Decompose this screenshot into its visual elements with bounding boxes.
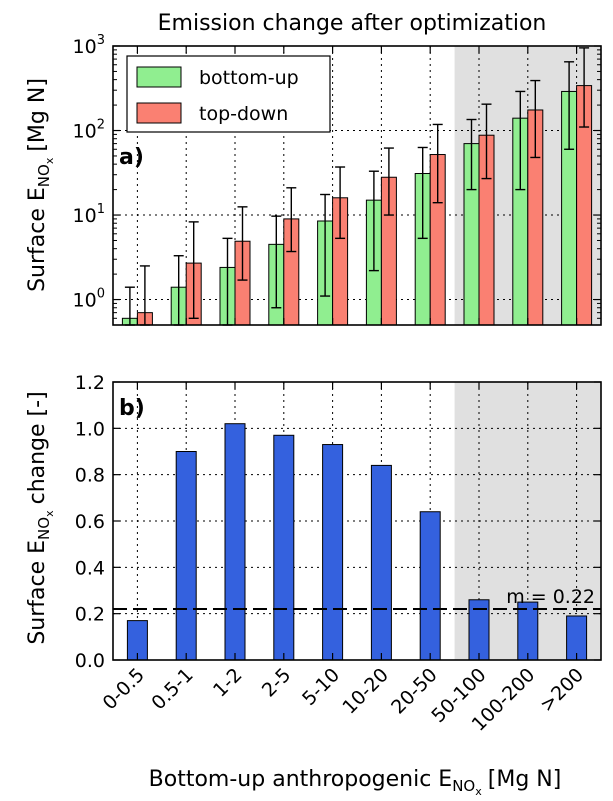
- panel-a-ytick-label-0: 100: [73, 287, 105, 312]
- chart-title: Emission change after optimization: [158, 11, 547, 36]
- panel-a-label: a): [119, 145, 144, 170]
- x-axis-label: Bottom-up anthropogenic ENOx [Mg N]: [149, 767, 562, 798]
- panel-b-ytick-label-1: 0.2: [75, 604, 105, 626]
- panel-a: 100 101 102 103 a) bottom-up top-down Surfa…: [25, 33, 602, 326]
- legend-label-bottom-up: bottom-up: [199, 67, 299, 89]
- bar-change-1-2: [224, 423, 246, 661]
- x-tick-label-9: >200: [536, 664, 588, 716]
- panel-b-y-axis-label: Surface ENOxchange [-]: [25, 391, 56, 644]
- x-tick-label-2: 1-2: [209, 664, 247, 702]
- panel-b-ytick-label-2: 0.4: [75, 557, 105, 579]
- x-tick-label-0: 0-0.5: [99, 664, 149, 714]
- panel-b-ytick-label-3: 0.6: [75, 511, 105, 533]
- bar-change-0.5-1: [175, 451, 197, 661]
- x-tick-label-1: 0.5-1: [147, 664, 197, 714]
- panel-b-label: b): [119, 396, 145, 421]
- panel-b: m = 0.22 0.0 0.2 0.4 0.6 0.8 1.0 1.2 0-0.50.5-…: [25, 372, 602, 736]
- bar-change-5-10: [322, 444, 344, 661]
- legend: bottom-up top-down: [126, 55, 331, 133]
- legend-swatch-top-down: [136, 102, 182, 124]
- panel-a-ytick-label-3: 103: [73, 33, 105, 58]
- panel-a-ytick-label-2: 102: [73, 118, 105, 143]
- bar-change-10-20: [370, 464, 392, 661]
- legend-label-top-down: top-down: [199, 103, 288, 125]
- bar-change-2-5: [273, 434, 295, 661]
- x-tick-label-3: 2-5: [258, 664, 296, 702]
- panel-a-x-ticks: [136, 46, 578, 325]
- panel-b-ytick-label-5: 1.0: [75, 418, 105, 440]
- panel-b-ytick-label-0: 0.0: [75, 650, 105, 672]
- panel-b-y-ticks: 0.0 0.2 0.4 0.6 0.8 1.0 1.2: [75, 372, 601, 672]
- panel-a-errorbars: [124, 47, 590, 326]
- x-tick-label-5: 10-20: [338, 664, 393, 719]
- panel-a-y-ticks: 100 101 102 103: [73, 33, 601, 326]
- panel-b-ytick-label-6: 1.2: [75, 372, 105, 394]
- panel-b-ytick-label-4: 0.8: [75, 465, 105, 487]
- legend-swatch-bottom-up: [136, 66, 182, 88]
- panel-a-frame: [112, 45, 602, 326]
- reference-line-label: m = 0.22: [506, 586, 595, 608]
- bar-change-100-200: [517, 601, 539, 661]
- panel-a-y-axis-label: Surface ENOx[Mg N]: [25, 78, 56, 292]
- panel-a-ytick-label-1: 101: [73, 202, 105, 227]
- bar-change-20-50: [419, 511, 441, 661]
